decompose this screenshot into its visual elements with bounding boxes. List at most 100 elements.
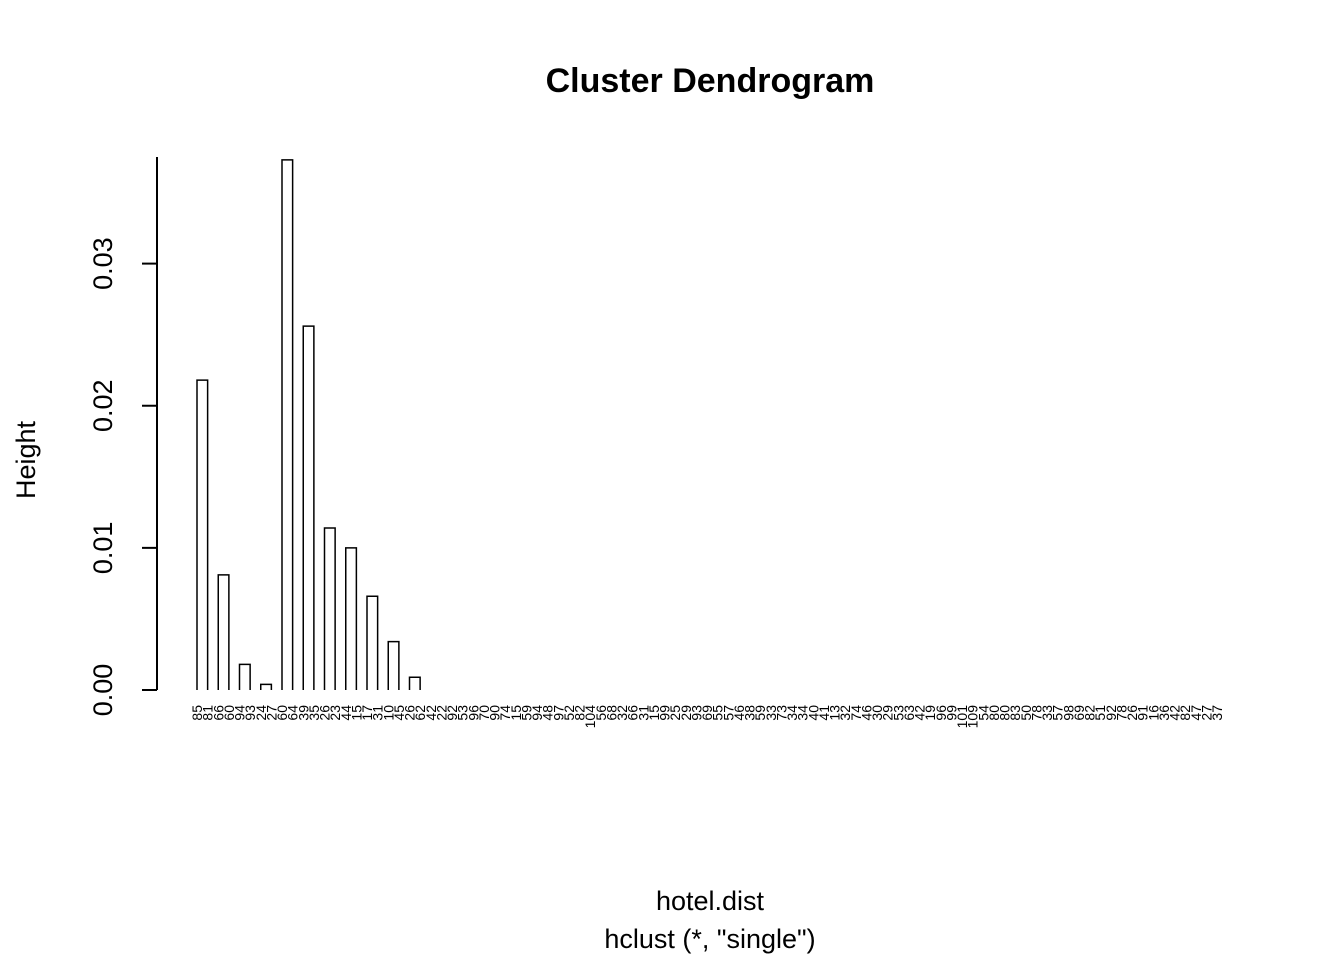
leaf-label: 99 bbox=[943, 705, 959, 721]
leaf-label: 23 bbox=[327, 705, 343, 721]
leaf-label: 46 bbox=[731, 705, 747, 721]
leaf-label: 78 bbox=[1113, 705, 1129, 721]
leaf-label: 60 bbox=[221, 705, 237, 721]
leaf-label: 80 bbox=[997, 705, 1013, 721]
leaf-label: 101 bbox=[954, 705, 970, 729]
leaf-label: 16 bbox=[1145, 705, 1161, 721]
leaf-label: 60 bbox=[274, 705, 290, 721]
leaf-label: 98 bbox=[1060, 705, 1076, 721]
chart-title: Cluster Dendrogram bbox=[546, 62, 875, 100]
leaf-label: 91 bbox=[1135, 705, 1151, 721]
leaf-label: 70 bbox=[476, 705, 492, 721]
leaf-label: 26 bbox=[1124, 705, 1140, 721]
dendrogram-link bbox=[260, 683, 273, 690]
dendrogram-link bbox=[217, 574, 230, 690]
leaf-label: 51 bbox=[1092, 705, 1108, 721]
leaf-label: 10 bbox=[380, 705, 396, 721]
leaf-label: 48 bbox=[540, 705, 556, 721]
leaf-label: 40 bbox=[805, 705, 821, 721]
leaf-label: 57 bbox=[720, 705, 736, 721]
leaf-label: 94 bbox=[529, 705, 545, 721]
dendrogram-link bbox=[196, 379, 209, 690]
leaf-label: 90 bbox=[487, 705, 503, 721]
leaf-label: 31 bbox=[635, 705, 651, 721]
dendrogram-link bbox=[281, 159, 294, 690]
leaf-label: 109 bbox=[965, 705, 981, 729]
leaf-label: 42 bbox=[423, 705, 439, 721]
leaf-label: 80 bbox=[986, 705, 1002, 721]
leaf-label: 39 bbox=[295, 705, 311, 721]
leaf-label: 85 bbox=[189, 705, 205, 721]
leaf-label: 44 bbox=[338, 705, 354, 721]
leaf-label: 68 bbox=[603, 705, 619, 721]
dendrogram-tree bbox=[196, 159, 421, 690]
leaf-label: 29 bbox=[678, 705, 694, 721]
leaf-label: 50 bbox=[1018, 705, 1034, 721]
y-axis-label: Height bbox=[11, 420, 41, 499]
leaf-label: 66 bbox=[210, 705, 226, 721]
dendrogram-link bbox=[302, 325, 315, 690]
leaf-label: 24 bbox=[253, 705, 269, 721]
dendrogram-link bbox=[366, 595, 379, 690]
leaf-label: 78 bbox=[1028, 705, 1044, 721]
leaf-label: 33 bbox=[763, 705, 779, 721]
leaf-label: 99 bbox=[657, 705, 673, 721]
leaf-label: 59 bbox=[752, 705, 768, 721]
dendrogram-link bbox=[323, 527, 336, 690]
leaf-label: 47 bbox=[1188, 705, 1204, 721]
leaf-label: 93 bbox=[242, 705, 258, 721]
leaf-label: 62 bbox=[412, 705, 428, 721]
leaf-label: 82 bbox=[572, 705, 588, 721]
leaf-label: 38 bbox=[742, 705, 758, 721]
leaf-label: 30 bbox=[869, 705, 885, 721]
dendrogram-link bbox=[387, 640, 400, 690]
leaf-label: 96 bbox=[933, 705, 949, 721]
chart-subtitle: hclust (*, "single") bbox=[604, 924, 815, 954]
leaf-label: 53 bbox=[455, 705, 471, 721]
leaf-label: 64 bbox=[285, 705, 301, 721]
leaf-label: 92 bbox=[444, 705, 460, 721]
leaf-label: 26 bbox=[402, 705, 418, 721]
leaf-label: 27 bbox=[1198, 705, 1214, 721]
leaf-label: 31 bbox=[370, 705, 386, 721]
leaf-label: 37 bbox=[1209, 705, 1225, 721]
y-tick-label: 0.00 bbox=[88, 664, 118, 717]
leaf-label: 46 bbox=[858, 705, 874, 721]
leaf-label: 74 bbox=[848, 705, 864, 721]
leaf-label: 92 bbox=[1103, 705, 1119, 721]
leaf-label: 34 bbox=[784, 705, 800, 721]
leaf-label: 35 bbox=[306, 705, 322, 721]
leaf-label: 42 bbox=[1167, 705, 1183, 721]
leaf-label: 45 bbox=[391, 705, 407, 721]
leaf-label: 57 bbox=[1050, 705, 1066, 721]
leaf-label: 94 bbox=[232, 705, 248, 721]
leaf-label: 22 bbox=[433, 705, 449, 721]
leaf-label: 32 bbox=[614, 705, 630, 721]
leaf-label: 69 bbox=[1071, 705, 1087, 721]
leaf-label: 32 bbox=[837, 705, 853, 721]
leaf-label: 81 bbox=[200, 705, 216, 721]
leaf-label: 15 bbox=[646, 705, 662, 721]
leaf-label: 15 bbox=[508, 705, 524, 721]
y-axis: 0.00 0.01 0.02 0.03 bbox=[88, 157, 158, 717]
leaf-labels: 8581666094932427606439352623441517311045… bbox=[189, 705, 1225, 729]
leaf-label: 82 bbox=[1082, 705, 1098, 721]
leaf-label: 27 bbox=[263, 705, 279, 721]
y-tick-label: 0.02 bbox=[88, 379, 118, 432]
leaf-label: 33 bbox=[1039, 705, 1055, 721]
leaf-label: 26 bbox=[317, 705, 333, 721]
y-tick-label: 0.01 bbox=[88, 522, 118, 575]
leaf-label: 53 bbox=[890, 705, 906, 721]
leaf-label: 42 bbox=[912, 705, 928, 721]
leaf-label: 56 bbox=[593, 705, 609, 721]
leaf-label: 29 bbox=[880, 705, 896, 721]
leaf-label: 83 bbox=[1007, 705, 1023, 721]
leaf-label: 52 bbox=[561, 705, 577, 721]
leaf-label: 66 bbox=[625, 705, 641, 721]
leaf-label: 55 bbox=[710, 705, 726, 721]
leaf-label: 74 bbox=[497, 705, 513, 721]
leaf-label: 34 bbox=[795, 705, 811, 721]
leaf-label: 96 bbox=[465, 705, 481, 721]
leaf-label: 59 bbox=[518, 705, 534, 721]
